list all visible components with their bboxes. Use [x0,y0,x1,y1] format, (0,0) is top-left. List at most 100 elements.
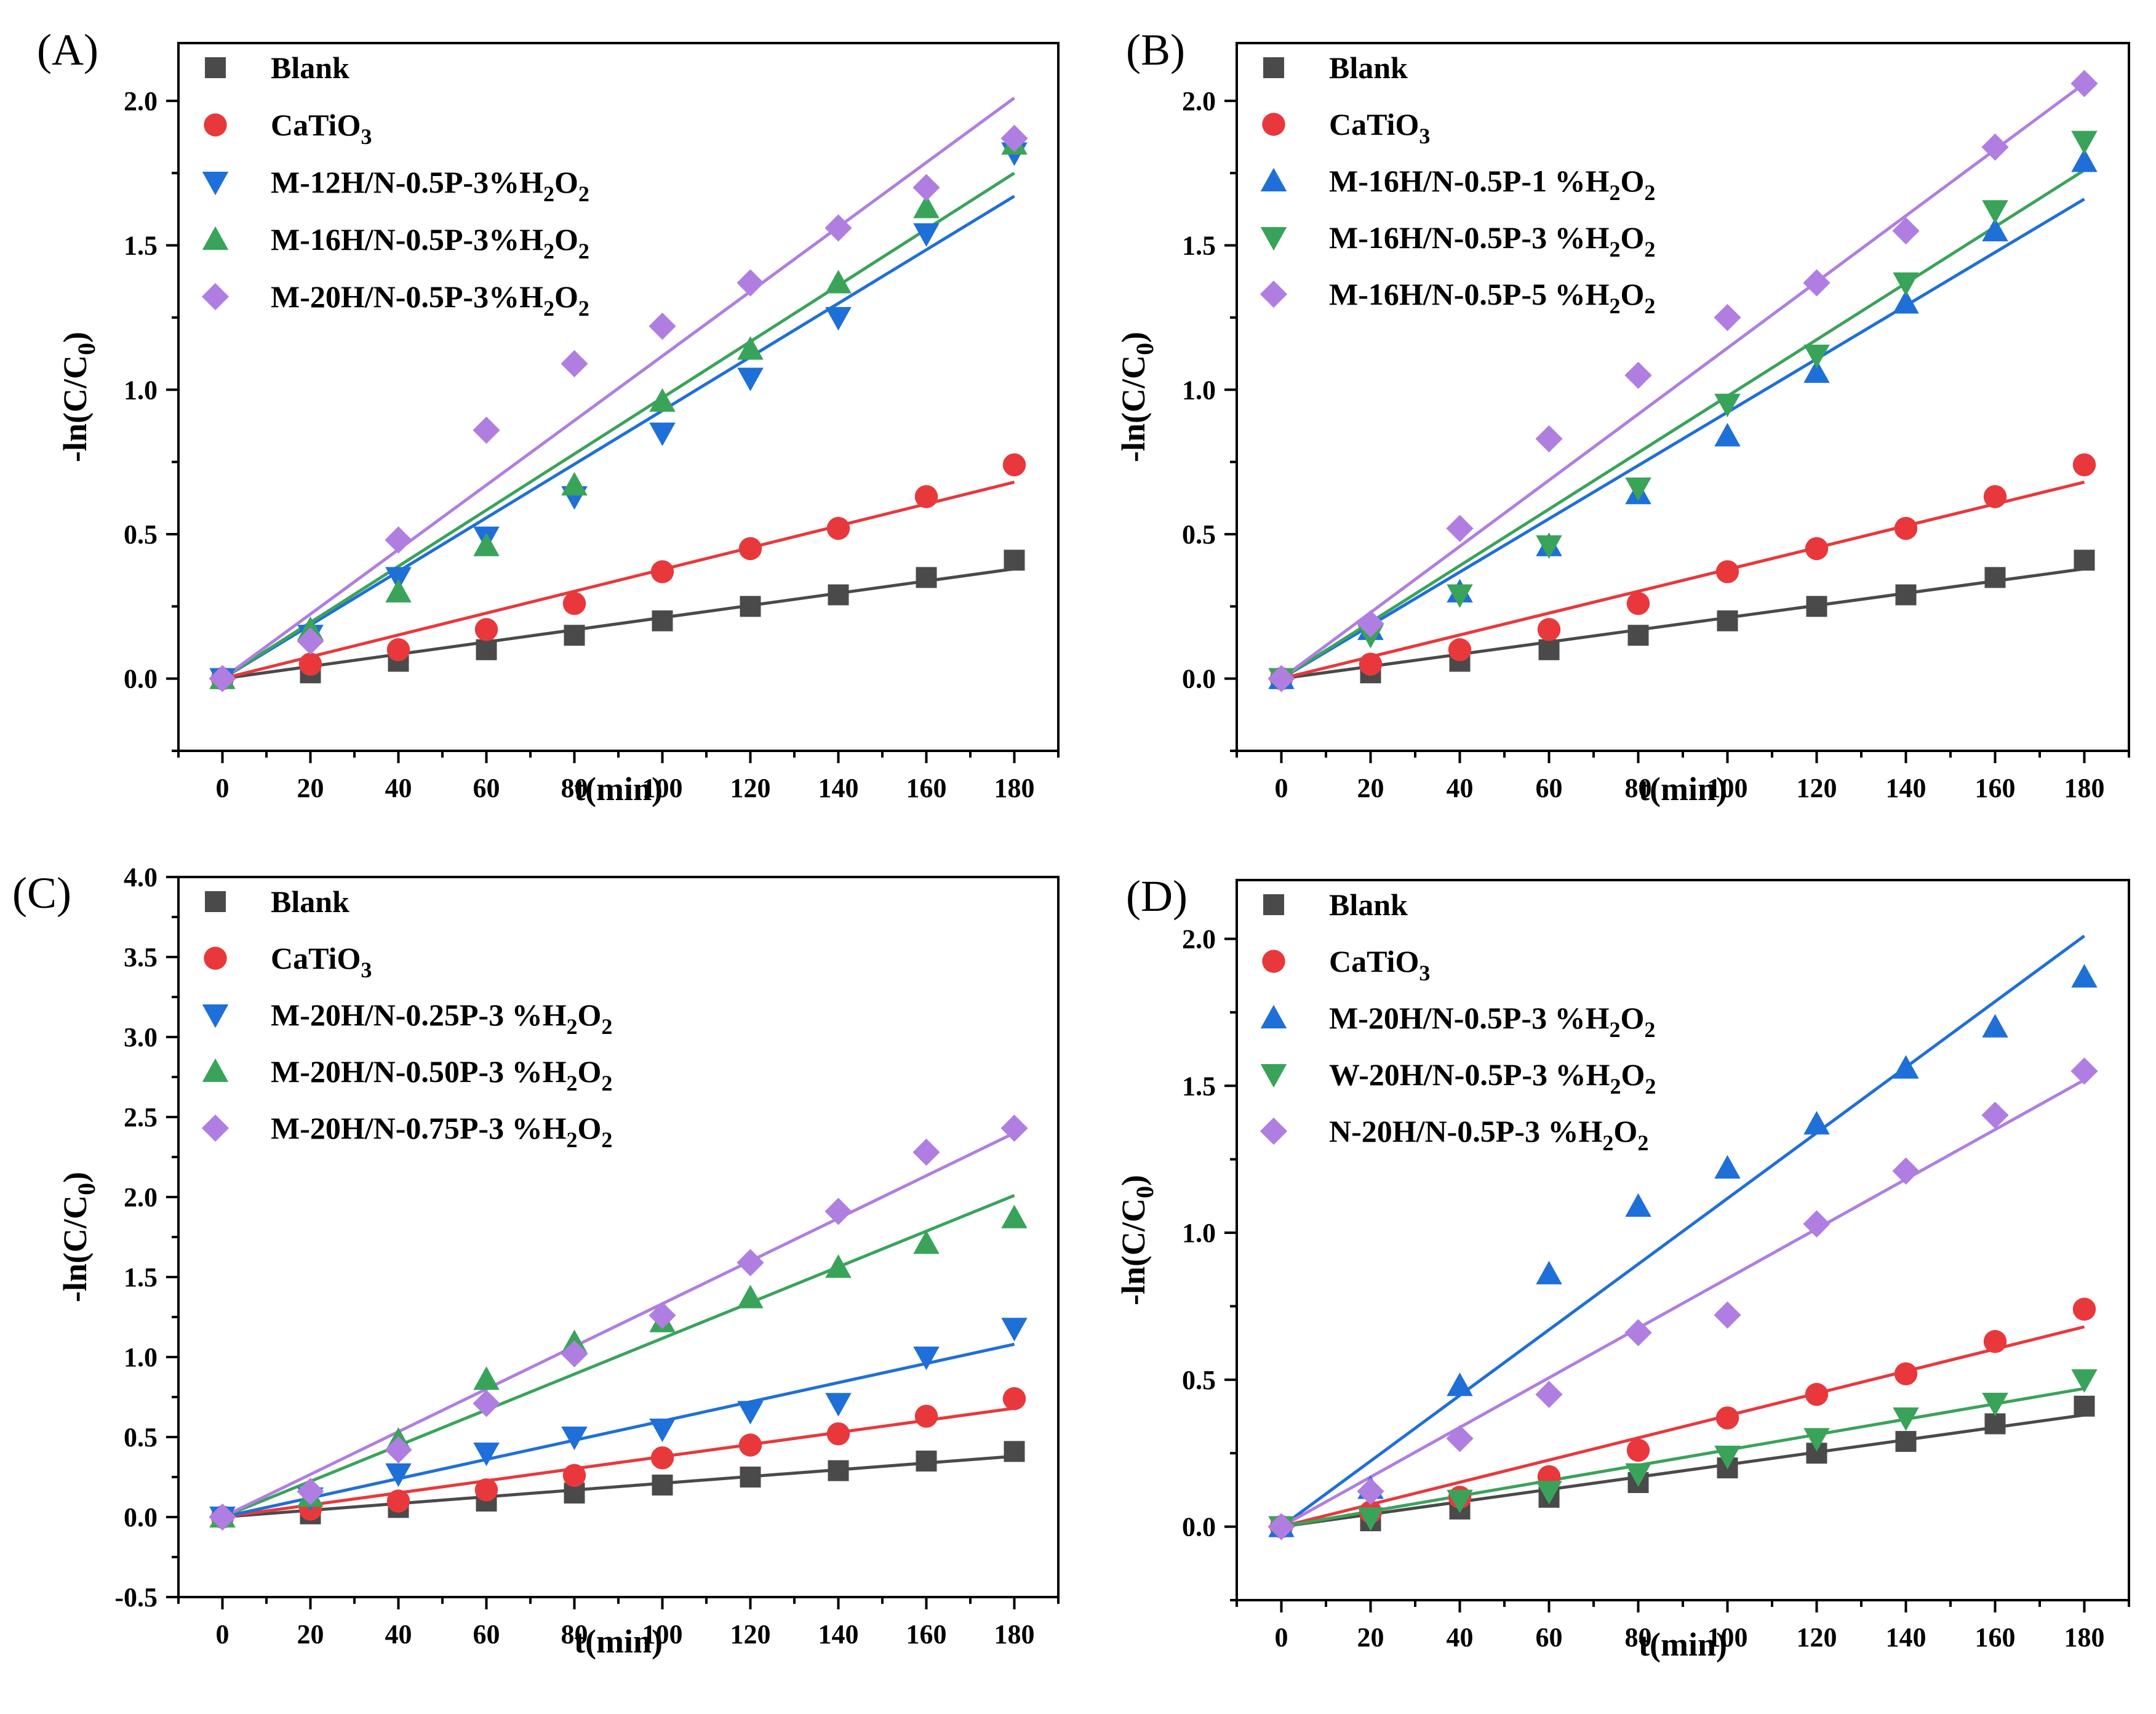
data-point [1894,516,1918,540]
x-tick-label: 120 [1797,1622,1837,1652]
data-point [1892,1157,1920,1185]
y-tick-label: 0.5 [124,1422,158,1452]
data-point [1357,610,1384,638]
data-point [1893,1055,1919,1079]
data-point [386,638,410,662]
data-point [474,618,498,641]
x-tick-label: 80 [1625,773,1652,803]
data-point [2071,964,2098,988]
x-tick-label: 60 [1536,1622,1563,1652]
legend-label: Blank [271,50,349,85]
data-point [1981,133,2009,161]
data-point [298,652,322,676]
data-point [828,584,849,606]
data-point [1806,596,1827,617]
data-point [1714,1446,1741,1470]
legend-marker [1263,57,1284,78]
data-point [1803,269,1831,297]
data-point [1001,1204,1028,1228]
data-point [385,1436,412,1464]
x-tick-label: 0 [1275,1622,1288,1652]
fit-line [222,1406,1015,1519]
data-point [1803,1428,1830,1452]
y-tick-label: 3.0 [124,1022,158,1052]
legend-label: Blank [1329,50,1408,85]
y-tick-label: 0.0 [1182,1512,1216,1542]
data-point [1625,1463,1651,1487]
chart-panel-2: (B) 0 20 40 60 80 100 120 140 160 180 0.0 0.5 1.0 1.5 2… [1115,25,2130,807]
data-point [2072,1297,2096,1321]
data-point [1535,425,1563,453]
legend-marker [202,1004,229,1028]
x-tick-label: 140 [818,773,859,803]
x-tick-label: 60 [473,773,500,803]
data-point [825,306,852,331]
data-point [1805,1383,1829,1406]
y-tick-label: 1.5 [1182,231,1216,261]
x-tick-label: 160 [1975,773,2016,803]
legend-marker [1260,1117,1288,1145]
y-tick-label: 1.0 [124,1342,158,1372]
legend-label: N-20H/N-0.5P-3 %H2O2 [1329,1114,1648,1155]
data-point [913,223,940,247]
data-point [738,537,762,561]
y-tick-label: -0.5 [114,1582,158,1612]
data-point [1717,610,1738,631]
data-point [1624,361,1652,389]
data-point [209,665,236,692]
data-point [1446,515,1474,542]
data-point [1357,1507,1384,1531]
x-tick-label: 140 [818,1619,859,1649]
x-tick-label: 60 [473,1619,500,1649]
legend-label: W-20H/N-0.5P-3 %H2O2 [1329,1057,1656,1099]
data-point [1000,124,1028,152]
data-point [474,1478,498,1502]
legend-marker [204,947,227,970]
legend-marker [205,891,226,912]
legend-label: M-16H/N-0.5P-5 %H2O2 [1329,277,1655,318]
y-tick-label: 1.5 [124,1262,158,1292]
y-tick-label: 0.0 [124,664,158,694]
data-point [649,1302,676,1329]
data-point [738,1433,762,1457]
data-point [650,1446,674,1470]
y-tick-label: 0.0 [1182,664,1216,694]
x-axis-title: t(min) [574,771,663,807]
fit-line [1280,82,2085,680]
panel-label: (C) [12,868,71,918]
y-tick-label: 1.0 [1182,1218,1216,1248]
data-point [2070,70,2098,97]
fit-line [222,97,1015,680]
x-tick-label: 180 [994,773,1035,803]
data-point [1803,359,1830,383]
x-tick-label: 40 [1447,773,1474,803]
fit-line [222,172,1015,680]
data-point [1626,591,1650,615]
legend-label: Blank [271,884,349,919]
y-tick-label: 1.5 [1182,1071,1216,1101]
data-point [737,1284,764,1308]
x-tick-label: 100 [1707,773,1748,803]
x-tick-label: 180 [994,1619,1035,1649]
data-point [1268,1513,1295,1540]
y-tick-label: 0.5 [1182,1365,1216,1395]
legend-label: M-16H/N-0.5P-3%H2O2 [271,222,589,263]
legend-marker [1260,1064,1287,1088]
data-point [1627,625,1649,646]
data-point [1982,217,2008,242]
data-point [649,1419,676,1443]
legend-label: M-16H/N-0.5P-3 %H2O2 [1329,220,1655,262]
x-tick-label: 0 [1275,773,1288,803]
data-point [740,596,761,617]
data-point [825,1393,852,1417]
y-tick-label: 0.5 [1182,519,1216,550]
data-point [2072,453,2096,477]
fit-line [222,1454,1015,1519]
fit-line [1280,481,2085,681]
panel-label: (B) [1126,25,1185,74]
data-point [1537,618,1561,641]
data-point [912,174,940,201]
fit-line [222,1131,1015,1519]
legend-marker [201,282,230,311]
fit-line [1281,1413,2085,1529]
